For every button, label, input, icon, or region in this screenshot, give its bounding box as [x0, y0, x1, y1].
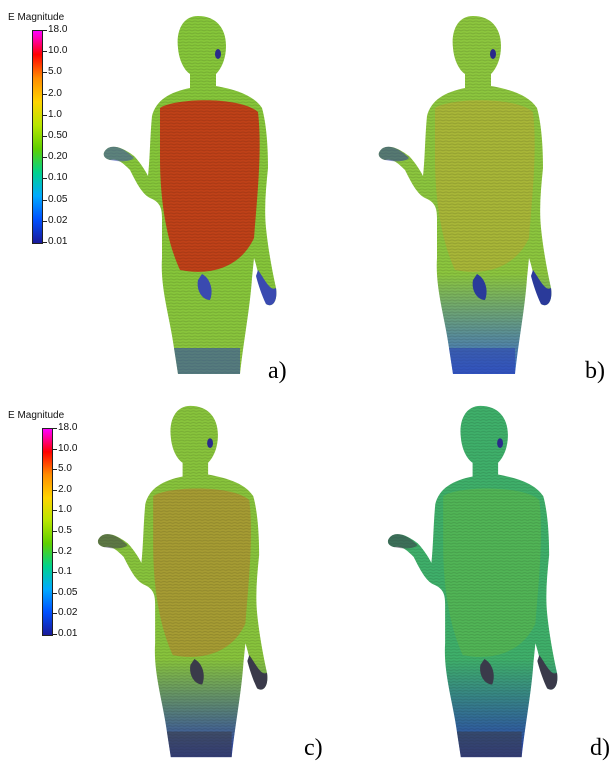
- right-hand: [537, 655, 558, 690]
- raised-hand: [378, 146, 409, 162]
- panel-label-a: a): [268, 358, 287, 384]
- right-hand: [531, 270, 552, 306]
- panel-label-c: c): [304, 735, 323, 761]
- ear: [490, 49, 496, 59]
- body-map-b: [378, 16, 552, 374]
- colorbar-tick-label: 0.05: [52, 586, 78, 598]
- ear: [207, 438, 214, 449]
- lower-legs: [456, 731, 522, 758]
- colorbar-tick-label: 0.2: [53, 545, 72, 557]
- colorbar-tick-label: 0.01: [52, 628, 78, 639]
- colorbar: [32, 30, 43, 244]
- colorbar-tick-label: 18.0: [42, 24, 68, 35]
- legend-title: E Magnitude: [8, 410, 65, 421]
- colorbar-tick-label: 5.0: [53, 463, 72, 475]
- raised-hand: [103, 146, 134, 162]
- right-hand: [247, 655, 268, 690]
- panel-label-d: d): [590, 735, 610, 761]
- colorbar-tick-label: 18.0: [52, 422, 78, 433]
- body-map-a: [103, 16, 277, 374]
- raised-hand: [97, 534, 128, 549]
- lower-legs: [449, 348, 515, 374]
- colorbar-tick-label: 0.02: [42, 214, 68, 226]
- colorbar-tick-label: 1.0: [43, 108, 62, 120]
- legend-title: E Magnitude: [8, 12, 65, 23]
- colorbar-tick-label: 0.1: [53, 566, 72, 578]
- colorbar-tick-label: 0.5: [53, 525, 72, 536]
- colorbar-tick-label: 0.10: [42, 172, 68, 184]
- surface-texture: [387, 405, 558, 758]
- body-map-d: [387, 405, 558, 758]
- ear: [497, 438, 504, 449]
- surface-texture: [97, 405, 268, 758]
- right-hand: [256, 270, 277, 306]
- colorbar-tick-label: 1.0: [53, 504, 72, 516]
- colorbar-tick-label: 0.50: [42, 130, 68, 141]
- left-hand: [190, 658, 204, 685]
- colorbar-tick-label: 2.0: [43, 87, 62, 99]
- panel-d: [370, 398, 585, 763]
- colorbar-tick-label: 0.02: [52, 607, 78, 619]
- ear: [215, 49, 221, 59]
- panel-a: [90, 8, 300, 380]
- panel-label-b: b): [585, 358, 605, 384]
- left-hand: [197, 274, 212, 300]
- surface-texture: [378, 16, 552, 374]
- colorbar-tick-label: 10.0: [52, 442, 78, 454]
- colorbar-tick-label: 2.0: [53, 483, 72, 495]
- lower-legs: [174, 348, 240, 374]
- left-hand: [472, 274, 487, 300]
- colorbar-tick-label: 5.0: [43, 66, 62, 78]
- body-map-c: [97, 405, 268, 758]
- colorbar-tick-label: 0.05: [42, 193, 68, 205]
- colorbar-tick-label: 10.0: [42, 45, 68, 57]
- colorbar: [42, 428, 53, 636]
- lower-legs: [166, 731, 232, 758]
- panel-b: [365, 8, 575, 380]
- raised-hand: [387, 534, 418, 549]
- colorbar-tick-label: 0.20: [42, 151, 68, 163]
- colorbar-tick-label: 0.01: [42, 236, 68, 247]
- left-hand: [480, 658, 494, 685]
- surface-texture: [103, 16, 277, 374]
- panel-c: [80, 398, 295, 763]
